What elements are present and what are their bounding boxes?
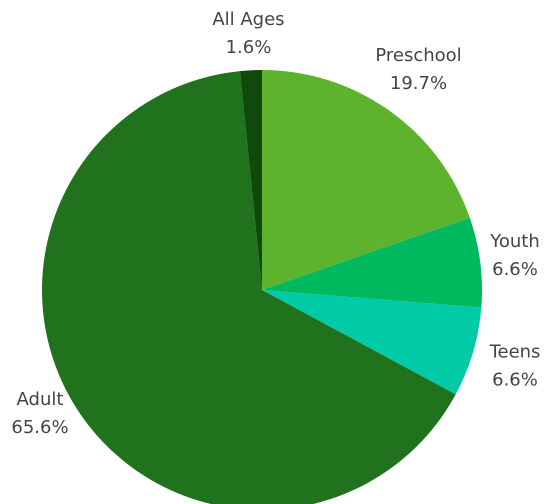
slice-value: 1.6% (226, 37, 272, 58)
slice-label: All Ages (212, 9, 284, 30)
slice-value: 6.6% (492, 259, 538, 280)
pie-slice (239, 70, 262, 290)
slice-value: 6.6% (492, 369, 538, 390)
pie-slice (262, 217, 482, 308)
slice-label: Preschool (375, 45, 461, 66)
slice-label: Teens (489, 341, 541, 362)
pie-slice (42, 71, 456, 504)
pie-slice (262, 70, 470, 290)
slice-value: 19.7% (390, 73, 447, 94)
pie-slice (262, 290, 482, 395)
slice-label: Adult (17, 389, 64, 410)
slice-label: Youth (489, 231, 540, 252)
slice-value: 65.6% (11, 417, 68, 438)
